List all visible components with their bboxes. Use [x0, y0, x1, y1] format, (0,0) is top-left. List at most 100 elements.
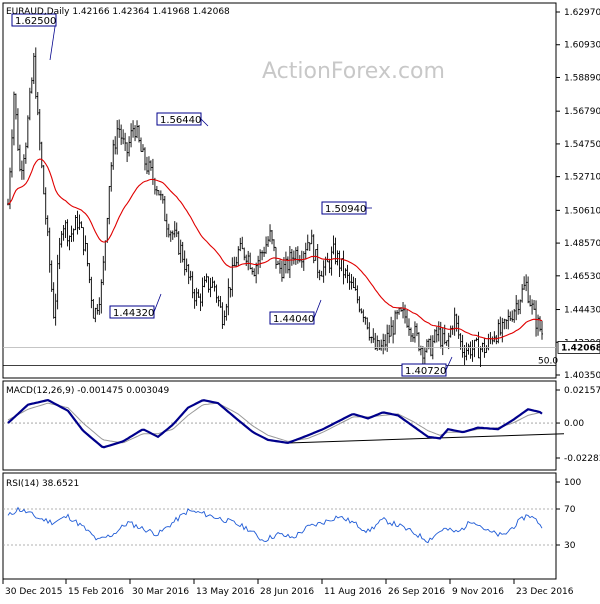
price-y-tick-label: 1.50610 [564, 206, 600, 216]
price-candle [74, 214, 77, 231]
price-candle [314, 248, 317, 261]
price-candle [149, 160, 152, 171]
price-candle [396, 310, 399, 320]
price-candle [435, 326, 438, 343]
price-header: EURAUD,Daily 1.42166 1.42364 1.41968 1.4… [6, 7, 230, 17]
price-candle [237, 246, 240, 266]
price-candle [417, 332, 420, 352]
price-candle [269, 224, 272, 243]
ema-line [7, 158, 543, 340]
price-candle [406, 309, 409, 328]
price-candle [316, 243, 319, 279]
price-candle [124, 132, 127, 151]
callout-box [11, 13, 57, 27]
callout-label: 1.62500 [15, 16, 56, 27]
price-candle [195, 287, 198, 306]
x-tick-label: 30 Mar 2016 [132, 587, 189, 597]
price-candle [390, 316, 393, 337]
price-candle [461, 334, 464, 358]
price-candle [382, 333, 385, 355]
price-candle [527, 276, 530, 304]
price-candle [181, 241, 184, 263]
price-candle [161, 193, 164, 204]
price-candle [449, 325, 452, 338]
price-candle [352, 276, 355, 289]
price-candle [370, 336, 373, 344]
price-candle [20, 160, 23, 180]
price-candle [290, 248, 293, 266]
price-candle [199, 293, 202, 312]
price-candle [225, 303, 228, 321]
rsi-y-tick-label: 100 [564, 478, 581, 488]
price-y-tick-label: 1.46530 [564, 272, 600, 282]
price-candle [120, 124, 123, 145]
price-candle [187, 264, 190, 285]
price-y-tick-label: 1.48570 [564, 239, 600, 249]
price-candle [44, 187, 47, 225]
price-candle [467, 343, 470, 355]
price-candle [126, 142, 129, 163]
price-candle [433, 329, 436, 344]
rsi-line [7, 506, 543, 544]
price-candle [193, 288, 196, 309]
callout-leader [200, 118, 209, 127]
price-y-tick-label: 1.40350 [564, 371, 600, 381]
price-candle [183, 250, 186, 276]
price-candle [368, 322, 371, 341]
rsi-lines [7, 506, 543, 544]
price-candle [169, 230, 172, 242]
price-candle [62, 225, 65, 241]
price-candle [94, 307, 97, 323]
price-callout: 1.62500 [11, 13, 57, 61]
price-candle [227, 278, 230, 316]
price-callout: 1.40720 [401, 356, 453, 377]
macd-header: MACD(12,26,9) -0.001475 0.003049 [6, 386, 169, 396]
price-candle [52, 282, 55, 319]
price-candle [249, 252, 252, 270]
price-candle [38, 109, 41, 151]
price-candle [265, 236, 268, 254]
price-candle [207, 276, 210, 293]
price-candle [378, 339, 381, 351]
price-candle [141, 144, 144, 152]
price-candle [165, 213, 168, 238]
price-candle [509, 311, 512, 321]
price-candle [203, 276, 206, 288]
price-candle [66, 219, 69, 247]
price-candle [28, 87, 31, 121]
price-candle [407, 318, 410, 336]
price-candle [415, 323, 418, 337]
price-candle [64, 220, 67, 239]
price-candle [304, 242, 307, 260]
fib-level-line-group: 50.0 [3, 356, 558, 366]
callout-box [401, 363, 447, 377]
price-candle [157, 190, 160, 196]
price-candle [332, 235, 335, 255]
price-candle [439, 321, 442, 349]
price-candle [288, 246, 291, 279]
price-candle [138, 124, 141, 143]
price-candle [529, 295, 532, 307]
price-candle [215, 284, 218, 303]
price-candle [78, 214, 81, 231]
price-candle [239, 237, 242, 252]
price-y-tick-label: 1.44430 [564, 306, 600, 316]
price-candle [348, 272, 351, 290]
callout-box [269, 311, 315, 325]
price-candle [533, 300, 536, 310]
price-candle [219, 296, 222, 308]
price-candle [185, 258, 188, 273]
price-candle [362, 309, 365, 323]
price-candle [388, 324, 391, 344]
price-candle [36, 91, 39, 116]
price-candle [76, 210, 79, 235]
price-candle [26, 115, 29, 149]
price-candle [356, 285, 359, 304]
price-candle [475, 337, 478, 342]
price-candle [48, 227, 51, 273]
price-candle [217, 295, 220, 307]
price-candle [175, 222, 178, 238]
price-candle [485, 345, 488, 354]
